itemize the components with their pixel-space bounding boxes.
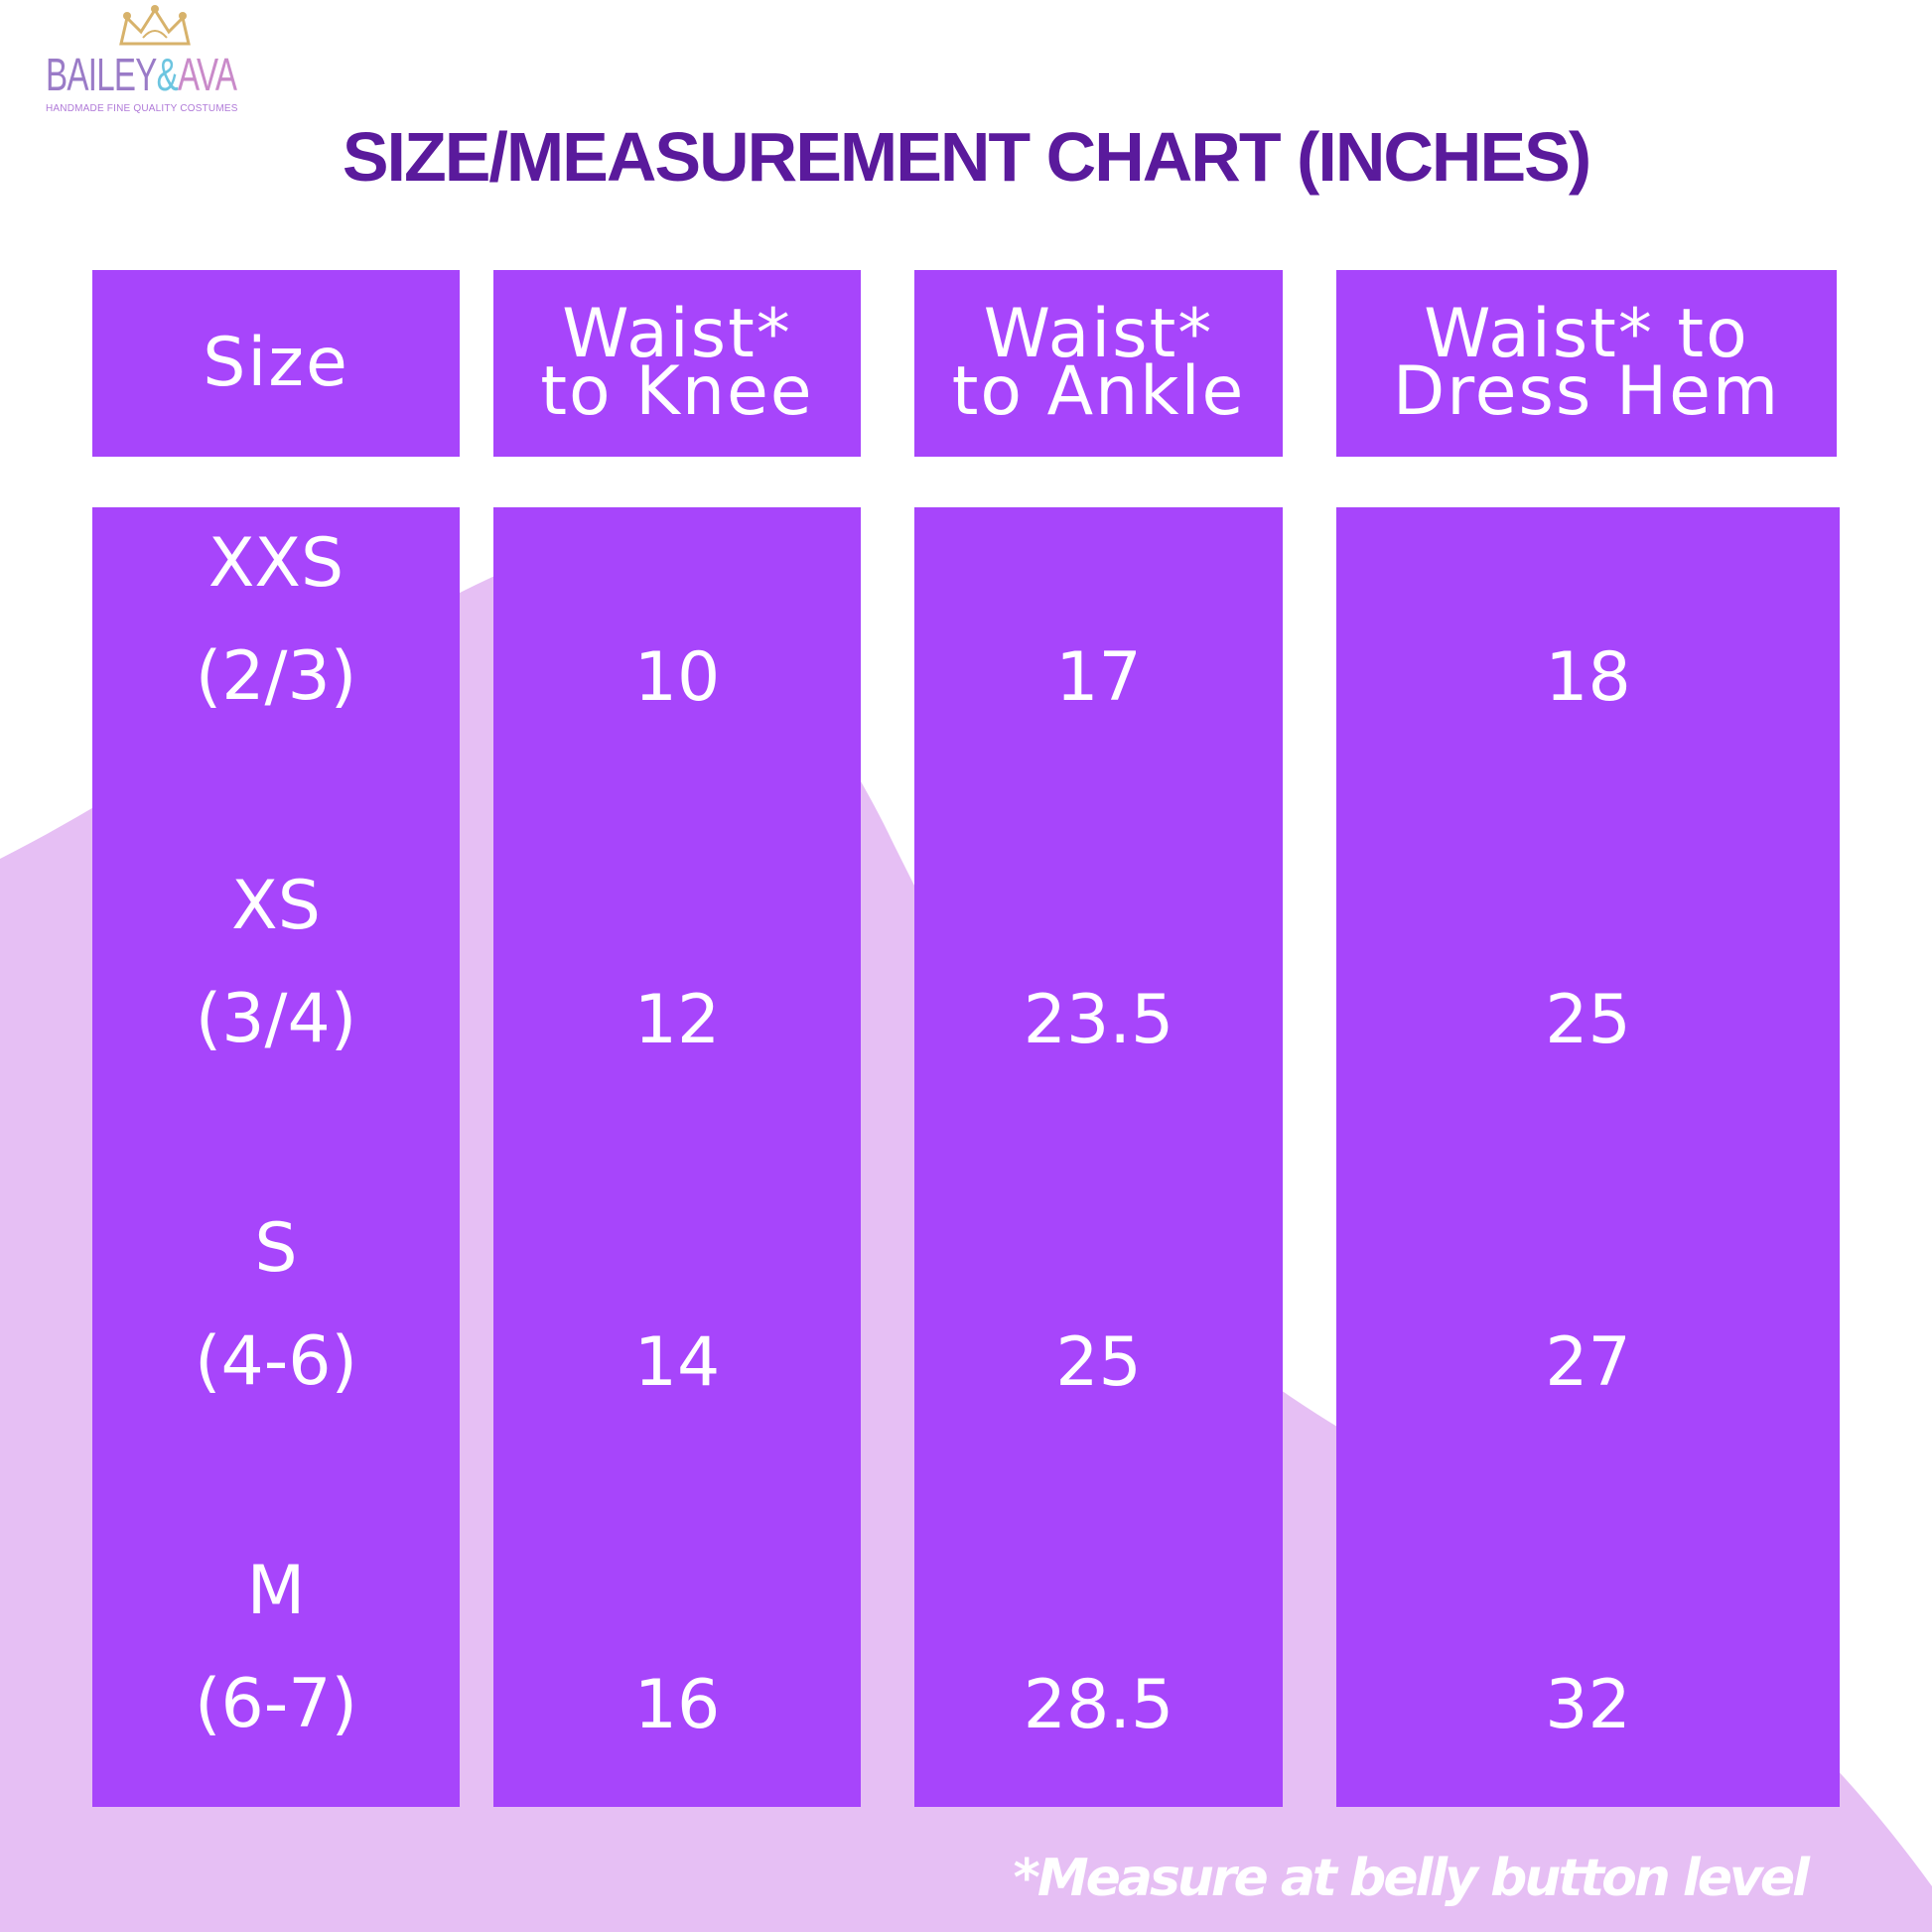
page-title: SIZE/MEASUREMENT CHART (INCHES) xyxy=(342,118,1591,196)
value-cell: 16 xyxy=(633,1666,721,1744)
size-cell: XS (3/4) xyxy=(195,867,357,1059)
value-cell: 28.5 xyxy=(1023,1666,1174,1744)
brand-logo: BAILEY&AVA HANDMADE FINE QUALITY COSTUME… xyxy=(46,4,264,121)
waist-to-ankle-column: 17 23.5 25 28.5 xyxy=(914,507,1283,1807)
brand-tagline: HANDMADE FINE QUALITY COSTUMES xyxy=(46,103,238,114)
header-waist-to-dress-hem: Waist* to Dress Hem xyxy=(1336,270,1837,457)
header-size-label: Size xyxy=(203,323,349,402)
header-waist-to-ankle: Waist* to Ankle xyxy=(914,270,1283,457)
brand-name: BAILEY&AVA xyxy=(46,49,237,100)
crown-icon xyxy=(119,5,191,46)
size-column: XXS (2/3) XS (3/4) S (4-6) M (6-7) xyxy=(92,507,460,1807)
value-cell: 14 xyxy=(633,1323,721,1402)
value-cell: 17 xyxy=(1055,638,1142,717)
value-cell: 18 xyxy=(1545,638,1631,717)
size-cell: S (4-6) xyxy=(194,1209,358,1402)
value-cell: 12 xyxy=(633,981,721,1059)
value-cell: 25 xyxy=(1055,1323,1142,1402)
value-cell: 23.5 xyxy=(1023,981,1174,1059)
header-size: Size xyxy=(92,270,460,457)
header-waist-to-knee: Waist* to Knee xyxy=(493,270,861,457)
waist-to-dress-hem-column: 18 25 27 32 xyxy=(1336,507,1840,1807)
value-cell: 27 xyxy=(1545,1323,1631,1402)
value-cell: 10 xyxy=(633,638,721,717)
waist-to-knee-column: 10 12 14 16 xyxy=(493,507,861,1807)
value-cell: 25 xyxy=(1545,981,1631,1059)
footnote: *Measure at belly button level xyxy=(1013,1849,1810,1908)
size-cell: XXS (2/3) xyxy=(195,524,357,717)
size-cell: M (6-7) xyxy=(194,1552,358,1744)
value-cell: 32 xyxy=(1545,1666,1631,1744)
